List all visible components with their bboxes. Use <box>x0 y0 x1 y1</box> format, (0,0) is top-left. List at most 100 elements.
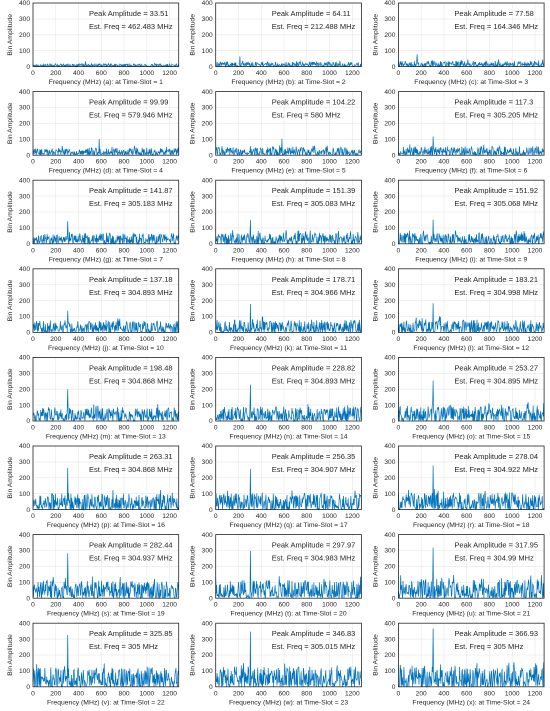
y-tick-label: 400 <box>202 355 213 362</box>
x-tick-label: 600 <box>278 425 289 432</box>
x-tick-label: 1200 <box>345 159 360 166</box>
x-tick-label: 400 <box>256 602 267 609</box>
chart-panel: 0 100 200 300 400 0 200 400 600 800 1000 1200 Peak A… <box>7 620 180 706</box>
spectrum-trace <box>215 468 362 511</box>
x-axis-caption: Frequency (MHz) (c): at Time-Slot = 3 <box>414 79 528 86</box>
x-tick-label: 1200 <box>162 336 177 343</box>
x-tick-label: 1200 <box>162 513 177 520</box>
est-freq-label: Est. Freq = 305 MHz <box>454 642 523 651</box>
x-axis-caption: Frequency (MHz) (h): at Time-Slot = 8 <box>231 256 345 263</box>
peak-amplitude-label: Peak Amplitude = 325.85 <box>89 629 173 638</box>
y-tick-label: 300 <box>384 105 395 112</box>
x-tick-label: 400 <box>438 70 449 77</box>
y-tick-label: 300 <box>19 16 30 23</box>
x-tick-label: 1000 <box>505 690 520 697</box>
y-tick-label: 200 <box>19 298 30 305</box>
est-freq-label: Est. Freq = 304.99 MHz <box>454 554 534 563</box>
y-tick-label: 400 <box>19 266 30 273</box>
axes-box <box>32 622 180 688</box>
y-tick-label: 0 <box>392 241 396 248</box>
axes-box <box>32 445 180 510</box>
est-freq-label: Est. Freq = 305 MHz <box>89 642 158 651</box>
est-freq-label: Est. Freq = 164.346 MHz <box>454 22 538 31</box>
y-tick-label: 0 <box>209 595 213 602</box>
x-tick-label: 600 <box>278 336 289 343</box>
x-tick-label: 600 <box>461 70 472 77</box>
x-tick-label: 400 <box>256 247 267 254</box>
y-tick-label: 300 <box>202 371 213 378</box>
x-tick-label: 1000 <box>322 159 337 166</box>
y-tick-label: 300 <box>202 193 213 200</box>
x-tick-label: 1200 <box>162 425 177 432</box>
y-tick-label: 100 <box>202 225 213 232</box>
x-tick-label: 800 <box>119 336 130 343</box>
y-tick-label: 400 <box>202 266 213 273</box>
y-tick-label: 200 <box>384 298 395 305</box>
x-axis-caption: Frequency (MHz) (p): at Time-Slot = 16 <box>47 522 165 529</box>
x-tick-label: 600 <box>96 336 107 343</box>
x-tick-label: 1000 <box>505 602 520 609</box>
x-axis-caption: Frequency (MHz) (n): at Time-Slot = 14 <box>230 434 348 441</box>
spectrum-trace <box>32 139 180 157</box>
y-axis-label: Bin Amplitude <box>190 102 197 144</box>
x-axis-caption: Frequency (MHz) (v): at Time-Slot = 22 <box>47 699 165 706</box>
x-tick-label: 0 <box>397 159 401 166</box>
x-axis-caption: Frequency (MHz) (r): at Time-Slot = 18 <box>413 522 530 529</box>
y-axis-label: Bin Amplitude <box>7 457 14 499</box>
axes-box <box>215 268 362 333</box>
spectrum-trace <box>215 303 362 334</box>
peak-amplitude-label: Peak Amplitude = 282.44 <box>89 541 173 550</box>
x-tick-label: 0 <box>397 336 401 343</box>
x-tick-label: 400 <box>256 70 267 77</box>
x-tick-label: 400 <box>438 602 449 609</box>
x-axis-caption: Frequency (MHz) (l): at Time-Slot = 12 <box>413 345 529 352</box>
y-tick-label: 100 <box>384 402 395 409</box>
y-tick-label: 100 <box>384 225 395 232</box>
est-freq-label: Est. Freq = 305.068 MHz <box>454 199 538 208</box>
x-tick-label: 600 <box>96 70 107 77</box>
y-tick-label: 200 <box>384 652 395 659</box>
y-tick-label: 200 <box>202 652 213 659</box>
y-tick-label: 200 <box>202 298 213 305</box>
x-tick-label: 400 <box>73 336 84 343</box>
chart-panel: 0 100 200 300 400 0 200 400 600 800 1000 1200 Peak A… <box>7 266 180 352</box>
est-freq-label: Est. Freq = 304.895 MHz <box>454 376 538 385</box>
x-tick-label: 600 <box>96 247 107 254</box>
y-tick-label: 0 <box>26 64 30 71</box>
peak-amplitude-label: Peak Amplitude = 256.35 <box>272 452 356 461</box>
y-tick-label: 0 <box>392 152 396 159</box>
x-axis-caption: Frequency (MHz) (w): at Time-Slot = 23 <box>229 699 348 706</box>
spectrum-trace <box>32 467 180 511</box>
y-tick-label: 300 <box>384 16 395 23</box>
est-freq-label: Est. Freq = 304.922 MHz <box>454 465 538 474</box>
y-tick-label: 300 <box>19 636 30 643</box>
y-tick-label: 200 <box>202 32 213 39</box>
chart-panel: 0 100 200 300 400 0 200 400 600 800 1000 1200 Peak A… <box>372 89 545 175</box>
x-tick-label: 1000 <box>505 425 520 432</box>
x-tick-label: 1200 <box>528 425 543 432</box>
x-axis-caption: Frequency (MHz) (i): at Time-Slot = 9 <box>415 256 527 263</box>
est-freq-label: Est. Freq = 304.893 MHz <box>272 376 356 385</box>
x-tick-label: 400 <box>438 425 449 432</box>
x-tick-label: 400 <box>256 425 267 432</box>
x-tick-label: 200 <box>416 690 427 697</box>
y-tick-label: 200 <box>19 564 30 571</box>
x-tick-label: 200 <box>50 70 61 77</box>
y-tick-label: 300 <box>202 282 213 289</box>
x-tick-label: 600 <box>461 336 472 343</box>
x-tick-label: 1200 <box>345 602 360 609</box>
x-tick-label: 200 <box>233 336 244 343</box>
y-tick-label: 300 <box>384 636 395 643</box>
y-tick-label: 200 <box>384 386 395 393</box>
spectrum-trace <box>32 310 180 334</box>
x-tick-label: 400 <box>256 690 267 697</box>
x-tick-label: 800 <box>484 247 495 254</box>
est-freq-label: Est. Freq = 305.083 MHz <box>272 199 356 208</box>
x-tick-label: 0 <box>397 602 401 609</box>
peak-amplitude-label: Peak Amplitude = 198.48 <box>89 363 173 372</box>
y-axis-label: Bin Amplitude <box>372 634 379 676</box>
peak-amplitude-label: Peak Amplitude = 346.83 <box>272 629 356 638</box>
x-tick-label: 1000 <box>322 513 337 520</box>
y-tick-label: 400 <box>384 443 395 450</box>
x-tick-label: 800 <box>301 513 312 520</box>
